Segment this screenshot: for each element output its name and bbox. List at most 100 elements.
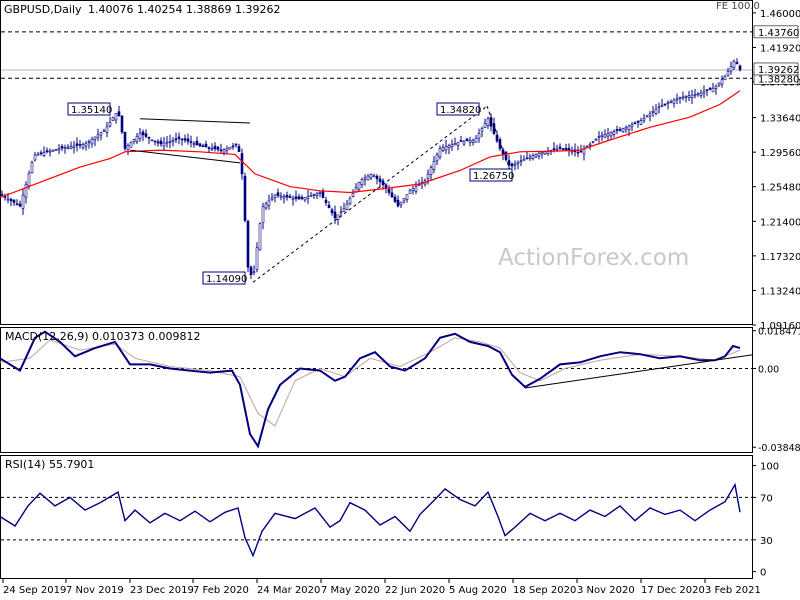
candle-body [564, 148, 568, 151]
candle-body [525, 157, 529, 160]
candle-body [117, 111, 121, 117]
symbol-label: GBPUSD,Daily [4, 3, 82, 16]
candle-body [570, 150, 574, 153]
candle-body [231, 145, 235, 148]
candle-body [180, 138, 184, 141]
candle-body [447, 145, 451, 148]
candle-body [84, 143, 88, 147]
candle-body [3, 196, 7, 198]
candle-body [408, 190, 412, 194]
candle-body [9, 199, 13, 202]
candle-body [483, 123, 487, 129]
candle-body [216, 146, 220, 150]
candle-body [294, 196, 298, 199]
candle-body [276, 192, 280, 196]
candle-body [522, 159, 526, 161]
candle-body [591, 141, 595, 143]
candle-body [471, 139, 475, 143]
price-tick-label: 1.46000 [760, 9, 800, 20]
candle-body [336, 214, 340, 220]
candle-body [606, 133, 610, 137]
candle-body [342, 208, 346, 212]
candle-body [477, 133, 481, 139]
candle-body [324, 199, 328, 203]
candle-body [594, 138, 598, 141]
price-tick-label: 1.33640 [760, 114, 800, 125]
candle-body [270, 197, 274, 200]
price-trendline [486, 105, 513, 176]
candle-body [675, 98, 679, 101]
candle-body [261, 206, 265, 223]
candle-body [186, 138, 190, 142]
candle-body [159, 140, 163, 145]
candle-body [597, 136, 601, 138]
candle-body [435, 154, 439, 162]
candle-body [402, 198, 406, 202]
candle-body [192, 143, 196, 146]
candle-body [285, 195, 289, 198]
candle-body [411, 188, 415, 192]
candle-body [303, 197, 307, 201]
last-price-label: 1.39262 [758, 65, 799, 76]
candle-body [39, 152, 43, 155]
macd-trendline [524, 354, 753, 389]
candle-body [669, 101, 673, 103]
candle-body [417, 184, 421, 187]
candle-body [519, 160, 523, 163]
candle-body [30, 162, 34, 173]
candle-body [642, 117, 646, 121]
macd-tick-label: 0.00 [758, 365, 779, 376]
candle-body [543, 151, 547, 155]
price-tick-label: 1.21400 [760, 217, 800, 228]
candle-body [237, 146, 241, 152]
candle-body [258, 223, 262, 251]
candle-body [6, 198, 10, 201]
x-tick-label: 5 Aug 2020 [449, 585, 507, 596]
macd-tick-label: 0.018471 [758, 327, 800, 338]
candle-body [315, 193, 319, 196]
candle-body [639, 120, 643, 125]
price-trendline [129, 149, 241, 164]
macd-line [0, 330, 741, 449]
price-tick-label: 1.17320 [760, 252, 800, 263]
candle-body [222, 149, 226, 153]
candle-body [714, 86, 718, 89]
candle-body [723, 76, 727, 81]
candle-body [507, 160, 511, 166]
candle-body [189, 141, 193, 143]
candle-body [666, 102, 670, 104]
candle-body [645, 115, 649, 118]
candle-body [201, 145, 205, 148]
watermark: ActionForex.com [498, 245, 690, 271]
candle-body [282, 196, 286, 199]
price-tick-label: 1.41920 [760, 43, 800, 54]
candle-body [114, 113, 118, 121]
candle-body [168, 140, 172, 143]
annotation-label: 1.26750 [473, 171, 514, 182]
candle-body [63, 147, 67, 149]
candle-body [147, 136, 151, 139]
annotation-box [436, 102, 480, 116]
price-tick-label: 1.13240 [760, 286, 800, 297]
candle-body [150, 139, 154, 142]
candle-body [711, 87, 715, 93]
candle-body [438, 148, 442, 158]
candle-body [690, 94, 694, 99]
price-tick-label: 1.29560 [760, 148, 800, 159]
candle-body [693, 94, 697, 96]
candle-body [672, 99, 676, 104]
candle-body [387, 189, 391, 193]
candle-body [111, 117, 115, 121]
rsi-tick-label: 70 [760, 493, 773, 504]
candle-body [444, 146, 448, 151]
annotation-box [67, 102, 111, 116]
candle-body [432, 161, 436, 170]
candle-body [486, 118, 490, 126]
rsi-line [0, 482, 741, 558]
candle-body [339, 211, 343, 214]
candle-body [45, 150, 49, 153]
candle-body [132, 138, 136, 143]
candle-body [27, 173, 31, 187]
level-price-box [753, 25, 799, 39]
